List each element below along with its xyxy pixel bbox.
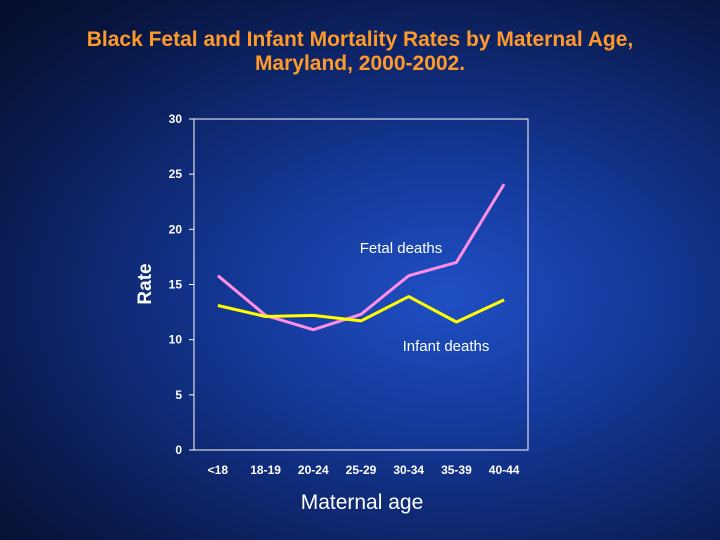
plot-area-border (193, 118, 529, 451)
x-tick-label: 40-44 (489, 463, 520, 477)
y-tick-label: 10 (169, 333, 183, 347)
chart-title-line-2: Maryland, 2000-2002. (254, 52, 466, 75)
x-tick-label: 25-29 (346, 463, 377, 477)
x-tick-label: 30-34 (393, 463, 424, 477)
series-lines (216, 183, 506, 332)
infant-deaths-line (217, 295, 505, 324)
y-tick-label: 30 (169, 112, 183, 126)
y-axis-ticks: 0 5 10 15 20 25 30 (169, 112, 194, 457)
y-axis-label: Rate (135, 263, 156, 304)
x-axis-label: Maternal age (301, 491, 424, 514)
y-tick-label: 20 (169, 222, 183, 236)
y-tick-label: 15 (169, 278, 183, 292)
chart-title-line-1: Black Fetal and Infant Mortality Rates b… (86, 28, 634, 51)
fetal-deaths-label: Fetal deaths (360, 240, 443, 257)
y-tick-label: 25 (169, 167, 183, 181)
x-tick-label: 18-19 (250, 463, 281, 477)
y-tick-label: 0 (175, 443, 182, 457)
infant-deaths-label: Infant deaths (403, 338, 490, 355)
x-tick-label: 20-24 (298, 463, 329, 477)
x-axis-ticks: <18 18-19 20-24 25-29 30-34 35-39 40-44 (208, 463, 520, 477)
chart-title: Black Fetal and Infant Mortality Rates b… (0, 28, 720, 76)
x-tick-label: 35-39 (441, 463, 472, 477)
x-tick-label: <18 (208, 463, 229, 477)
y-tick-label: 5 (175, 388, 182, 402)
